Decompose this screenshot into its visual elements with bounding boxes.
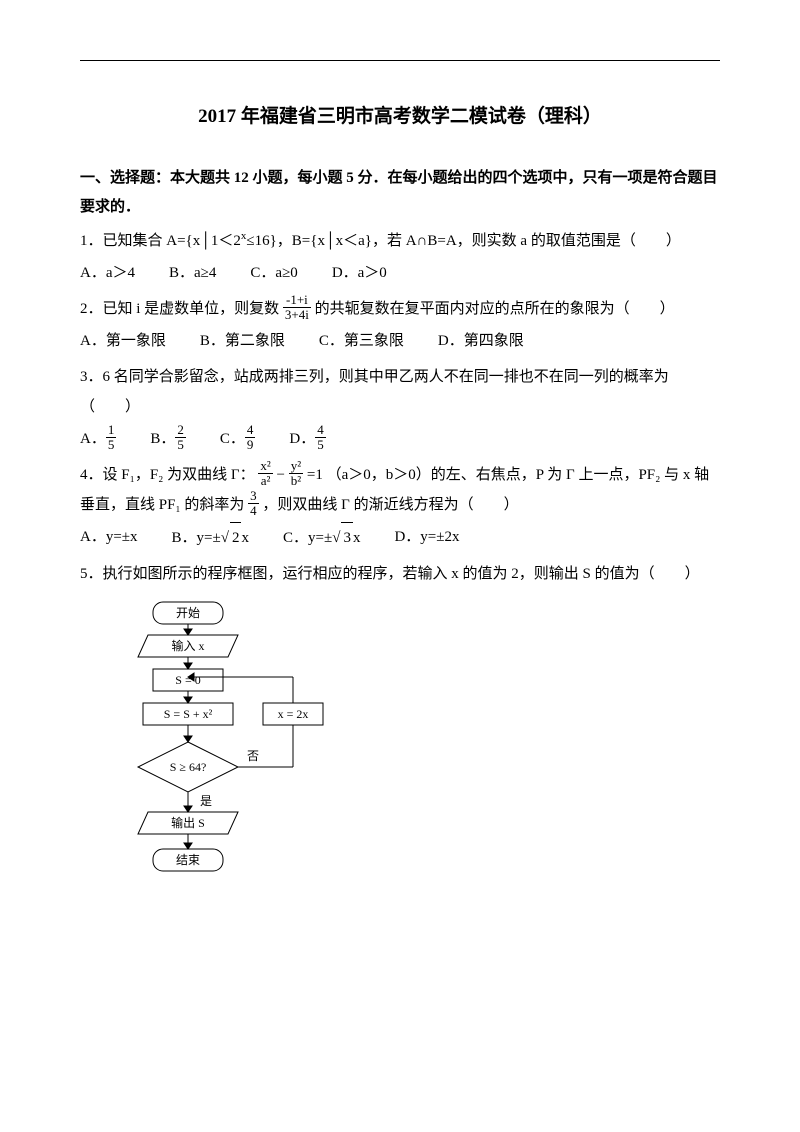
q2-fraction: -1+i 3+4i bbox=[283, 293, 311, 321]
question-5: 5．执行如图所示的程序框图，运行相应的程序，若输入 x 的值为 2，则输出 S … bbox=[80, 559, 720, 589]
q3-opt-c: C．49 bbox=[220, 424, 256, 454]
q1-opt-d: D．a＞0 bbox=[332, 258, 387, 288]
flow-side: x = 2x bbox=[278, 707, 309, 721]
q3-opt-a: A．15 bbox=[80, 424, 116, 454]
flow-out: 输出 S bbox=[171, 815, 205, 830]
q1-text-a: 1．已知集合 A={x│1＜2 bbox=[80, 233, 241, 249]
q2-options: A．第一象限 B．第二象限 C．第三象限 D．第四象限 bbox=[80, 326, 720, 356]
q4-options: A．y=±x B．y=±√2x C．y=±√3x D．y=±2x bbox=[80, 522, 720, 553]
exam-title: 2017 年福建省三明市高考数学二模试卷（理科） bbox=[80, 101, 720, 128]
question-3: 3．6 名同学合影留念，站成两排三列，则其中甲乙两人不在同一排也不在同一列的概率… bbox=[80, 362, 720, 422]
q1-options: A．a＞4 B．a≥4 C．a≥0 D．a＞0 bbox=[80, 258, 720, 288]
q3-opt-b: B．25 bbox=[150, 424, 186, 454]
flow-in: 输入 x bbox=[171, 638, 204, 653]
q2-tail: 的共轭复数在复平面内对应的点所在的象限为（ ） bbox=[315, 301, 675, 317]
question-1: 1．已知集合 A={x│1＜2x≤16}，B={x│x＜a}，若 A∩B=A，则… bbox=[80, 225, 720, 256]
q2-opt-b: B．第二象限 bbox=[200, 326, 285, 356]
section-heading: 一、选择题：本大题共 12 小题，每小题 5 分．在每小题给出的四个选项中，只有… bbox=[80, 164, 720, 221]
flow-yes: 是 bbox=[200, 794, 212, 808]
q2-lead: 2．已知 i 是虚数单位，则复数 bbox=[80, 301, 279, 317]
q1-text-b: ≤16}，B={x│x＜a}，若 A∩B=A，则实数 a 的取值范围是（ ） bbox=[246, 233, 680, 249]
flowchart-svg: 开始 输入 x S = 0 S = S + x² x = 2x S ≥ 64? … bbox=[88, 597, 348, 907]
q1-opt-c: C．a≥0 bbox=[250, 258, 297, 288]
q4-frac1: x²a² bbox=[258, 459, 272, 487]
page-top-rule bbox=[80, 60, 720, 61]
flow-init: S = 0 bbox=[175, 673, 200, 687]
flow-start: 开始 bbox=[176, 606, 200, 620]
q4-opt-b: B．y=±√2x bbox=[172, 522, 249, 553]
q4-tail: ，则双曲线 Γ 的渐近线方程为（ ） bbox=[262, 497, 518, 513]
flow-step: S = S + x² bbox=[164, 707, 213, 721]
q4-lead: 4．设 F₁，F₂ 为双曲线 bbox=[80, 467, 227, 483]
q4-opt-a: A．y=±x bbox=[80, 522, 138, 553]
flow-cond: S ≥ 64? bbox=[170, 760, 207, 774]
flowchart-row: 开始 输入 x S = 0 S = S + x² x = 2x S ≥ 64? … bbox=[80, 597, 720, 907]
q3-options: A．15 B．25 C．49 D．45 bbox=[80, 424, 720, 454]
question-2: 2．已知 i 是虚数单位，则复数 -1+i 3+4i 的共轭复数在复平面内对应的… bbox=[80, 294, 720, 324]
q2-opt-a: A．第一象限 bbox=[80, 326, 166, 356]
q2-opt-c: C．第三象限 bbox=[319, 326, 404, 356]
q4-frac2: y²b² bbox=[289, 459, 303, 487]
q1-opt-b: B．a≥4 bbox=[169, 258, 216, 288]
flow-end: 结束 bbox=[176, 853, 200, 867]
q3-opt-d: D．45 bbox=[289, 424, 325, 454]
question-4: 4．设 F₁，F₂ 为双曲线 Γ： x²a² − y²b² =1 （a＞0，b＞… bbox=[80, 460, 720, 520]
q2-opt-d: D．第四象限 bbox=[438, 326, 524, 356]
q4-opt-d: D．y=±2x bbox=[394, 522, 459, 553]
q4-opt-c: C．y=±√3x bbox=[283, 522, 360, 553]
q4-gamma: Γ： bbox=[231, 467, 255, 483]
q1-opt-a: A．a＞4 bbox=[80, 258, 135, 288]
q4-k-frac: 34 bbox=[248, 489, 259, 517]
flow-no: 否 bbox=[247, 749, 259, 763]
